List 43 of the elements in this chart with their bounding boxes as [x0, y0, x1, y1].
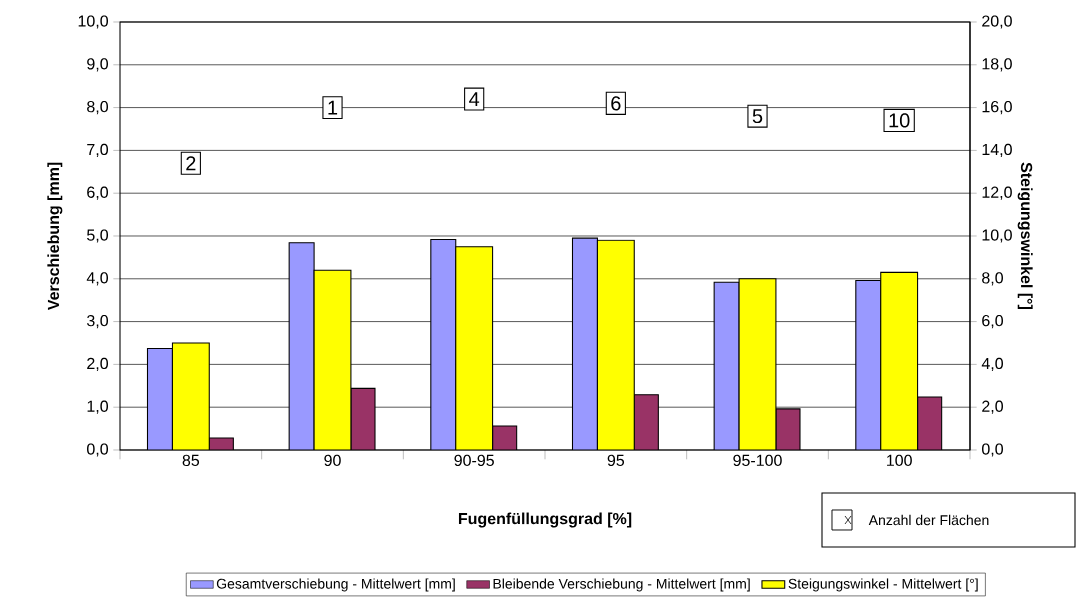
y-tick-label: 0,0 — [87, 443, 109, 457]
y2-tick-label: 2,0 — [982, 400, 1003, 414]
y2-tick-label: 16,0 — [982, 100, 1012, 115]
y2-tick-label: 20,0 — [982, 15, 1012, 29]
y-tick-label: 4,0 — [86, 272, 109, 286]
y2-tick-label: 4,0 — [981, 357, 1003, 371]
bar — [917, 396, 943, 450]
annotation: 10 — [889, 113, 910, 128]
y2-tick-label: 18,0 — [982, 58, 1012, 72]
y-tick-label: 7,0 — [87, 143, 109, 157]
y2-tick-label: 10,0 — [982, 229, 1012, 243]
legend-label: Steigungswinkel - Mittelwert [°] — [788, 578, 978, 592]
annotation: 2 — [186, 156, 196, 171]
legend-label: Bleibende Verschiebung - Mittelwert [mm] — [493, 578, 750, 592]
y2-tick-label: 6,0 — [982, 314, 1003, 329]
annotation: 6 — [611, 96, 621, 111]
x-tick-label: 90 — [324, 454, 341, 467]
y2-tick-label: 0,0 — [982, 443, 1003, 457]
y-tick-label: 6,0 — [87, 186, 109, 200]
y-tick-label: 10,0 — [78, 15, 109, 29]
y-tick-label: 9,0 — [87, 58, 109, 72]
y-tick-label: 8,0 — [87, 100, 109, 115]
bar — [633, 394, 659, 450]
y-axis-title: Verschiebung [mm] — [47, 162, 63, 311]
y-tick-label: 1,0 — [87, 400, 109, 414]
x-tick-label: 95-100 — [733, 454, 782, 467]
x-tick-label: 95 — [607, 454, 625, 467]
annotation: 5 — [752, 109, 763, 124]
y-tick-label: 2,0 — [87, 357, 109, 371]
annotation: 4 — [469, 92, 480, 106]
x-axis-title: Fugenfüllungsgrad [%] — [458, 512, 632, 528]
y-tick-label: 5,0 — [87, 229, 109, 243]
y2-tick-label: 14,0 — [982, 143, 1012, 157]
x-tick-label: 100 — [887, 454, 912, 467]
y2-tick-label: 8,0 — [982, 272, 1003, 286]
y2-axis-title: Steigungswinkel [°] — [1017, 162, 1033, 309]
text: Anzahl der Flächen — [868, 514, 989, 526]
annotation: 1 — [328, 100, 338, 115]
y2-tick-label: 12,0 — [982, 186, 1012, 200]
y-tick-label: 3,0 — [87, 314, 109, 329]
x-tick-label: 85 — [182, 454, 200, 467]
x-tick-label: 90-95 — [454, 454, 494, 467]
legend-label: Gesamtverschiebung - Mittelwert [mm] — [216, 578, 455, 592]
